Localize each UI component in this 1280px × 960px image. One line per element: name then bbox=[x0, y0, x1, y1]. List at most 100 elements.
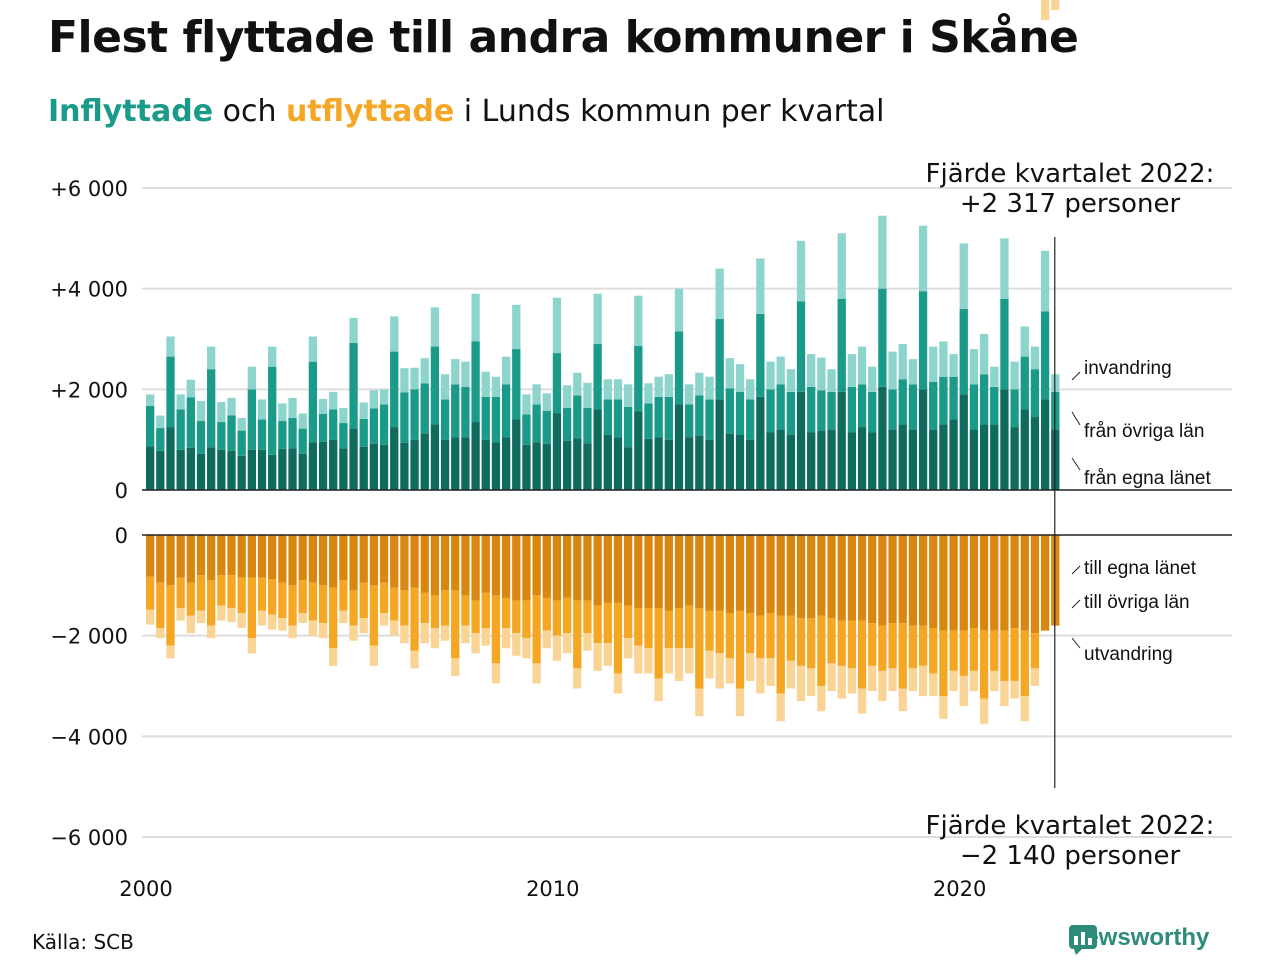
bar-outflow-emi bbox=[644, 648, 653, 674]
bar-outflow-other bbox=[979, 630, 989, 699]
subtitle-outflow: utflyttade bbox=[286, 94, 455, 129]
bar-outflow-own bbox=[522, 535, 531, 601]
bar-outflow-emi bbox=[807, 668, 816, 697]
bar-outflow-other bbox=[491, 595, 501, 664]
bar-outflow-own bbox=[562, 535, 572, 598]
bar-outflow-emi bbox=[929, 673, 938, 697]
bar-outflow-own bbox=[969, 535, 979, 629]
bar-outflow-own bbox=[542, 535, 551, 598]
bar-inflow-imm bbox=[573, 372, 582, 396]
bar-outflow-emi bbox=[878, 670, 887, 702]
bar-outflow-other bbox=[318, 585, 328, 624]
bar-outflow-other bbox=[440, 590, 450, 626]
bar-outflow-own bbox=[878, 535, 887, 626]
bar-outflow-other bbox=[268, 579, 277, 615]
bar-outflow-own bbox=[420, 535, 429, 593]
bar-outflow-other bbox=[776, 615, 785, 694]
bar-inflow-imm bbox=[390, 316, 399, 352]
bar-inflow-own bbox=[664, 439, 673, 490]
bar-inflow-imm bbox=[735, 364, 745, 392]
bar-inflow-other bbox=[339, 423, 348, 449]
y-tick-label-top: 0 bbox=[115, 479, 128, 503]
bar-outflow-other bbox=[562, 597, 572, 634]
bar-outflow-own bbox=[156, 535, 165, 583]
bar-outflow-other bbox=[1010, 628, 1019, 681]
bar-inflow-own bbox=[552, 413, 562, 490]
bar-inflow-other bbox=[888, 389, 897, 430]
bar-inflow-other bbox=[288, 418, 297, 449]
bar-outflow-other bbox=[746, 613, 755, 654]
bar-inflow-other bbox=[898, 379, 907, 425]
bar-outflow-own bbox=[461, 535, 470, 596]
chart-title: Flest flyttade till andra kommuner i Skå… bbox=[48, 12, 1079, 63]
bar-inflow-imm bbox=[1030, 346, 1040, 370]
bar-inflow-other bbox=[634, 346, 643, 412]
label-fran-ovriga-lan: från övriga län bbox=[1084, 421, 1204, 442]
bar-inflow-own bbox=[715, 399, 724, 490]
bar-inflow-own bbox=[379, 444, 389, 490]
bar-outflow-emi bbox=[522, 638, 531, 659]
bar-outflow-own bbox=[349, 535, 358, 591]
bar-outflow-emi bbox=[542, 630, 551, 649]
bar-inflow-own bbox=[654, 437, 663, 490]
bar-outflow-other bbox=[461, 595, 470, 626]
bar-inflow-own bbox=[725, 433, 734, 490]
bar-inflow-imm bbox=[583, 382, 592, 408]
bar-inflow-own bbox=[522, 444, 531, 490]
bar-outflow-other bbox=[227, 575, 236, 608]
bar-inflow-imm bbox=[257, 399, 267, 420]
bar-inflow-other bbox=[878, 288, 887, 387]
bar-outflow-own bbox=[807, 535, 816, 619]
bar-outflow-other bbox=[959, 630, 968, 676]
bar-inflow-imm bbox=[400, 368, 409, 393]
y-tick-label-top: +6 000 bbox=[50, 177, 128, 201]
bar-outflow-own bbox=[1020, 535, 1029, 631]
bar-inflow-own bbox=[186, 447, 195, 490]
brand-logo: Newsworthy bbox=[1068, 924, 1209, 955]
bar-inflow-other bbox=[623, 406, 633, 448]
bar-inflow-own bbox=[146, 446, 155, 490]
bar-outflow-other bbox=[878, 625, 887, 671]
bar-outflow-own bbox=[756, 535, 765, 616]
bar-inflow-other bbox=[471, 341, 480, 423]
bar-inflow-other bbox=[847, 386, 857, 433]
bar-inflow-own bbox=[278, 448, 287, 490]
bar-inflow-own bbox=[1010, 427, 1019, 490]
bar-outflow-emi bbox=[888, 668, 897, 692]
bar-inflow-imm bbox=[156, 415, 165, 429]
bar-outflow-own bbox=[186, 535, 195, 583]
y-tick-label-bottom: 0 bbox=[115, 524, 128, 548]
bar-inflow-imm bbox=[634, 295, 643, 347]
bar-inflow-own bbox=[268, 454, 277, 490]
bar-outflow-emi bbox=[207, 625, 216, 639]
bar-inflow-own bbox=[298, 453, 307, 490]
bar-outflow-own bbox=[400, 535, 409, 591]
bar-outflow-own bbox=[359, 535, 368, 583]
bar-outflow-own bbox=[278, 535, 287, 583]
bar-inflow-own bbox=[796, 391, 806, 490]
bar-inflow-other bbox=[735, 391, 745, 435]
bar-outflow-own bbox=[440, 535, 450, 591]
bar-inflow-other bbox=[664, 396, 673, 440]
bar-outflow-emi bbox=[583, 633, 592, 651]
bar-inflow-other bbox=[654, 396, 663, 438]
bar-outflow-other bbox=[532, 595, 541, 664]
bar-inflow-other bbox=[440, 399, 450, 440]
bar-outflow-emi bbox=[573, 668, 582, 689]
y-tick-label-bottom: −6 000 bbox=[50, 826, 128, 850]
bar-inflow-other bbox=[349, 343, 358, 429]
bar-outflow-emi bbox=[674, 648, 684, 681]
bar-outflow-other bbox=[817, 615, 826, 686]
bar-outflow-other bbox=[1020, 630, 1029, 697]
subtitle-mid: och bbox=[213, 94, 286, 129]
bar-outflow-emi bbox=[1010, 680, 1019, 699]
bar-outflow-emi bbox=[685, 648, 694, 674]
bar-outflow-other bbox=[410, 587, 419, 651]
bar-outflow-own bbox=[817, 535, 826, 616]
bar-inflow-own bbox=[440, 439, 450, 490]
bar-outflow-emi bbox=[318, 623, 328, 639]
bar-inflow-own bbox=[176, 449, 185, 490]
bar-outflow-other bbox=[674, 607, 684, 649]
bar-inflow-imm bbox=[654, 376, 663, 397]
bar-inflow-other bbox=[644, 403, 653, 439]
